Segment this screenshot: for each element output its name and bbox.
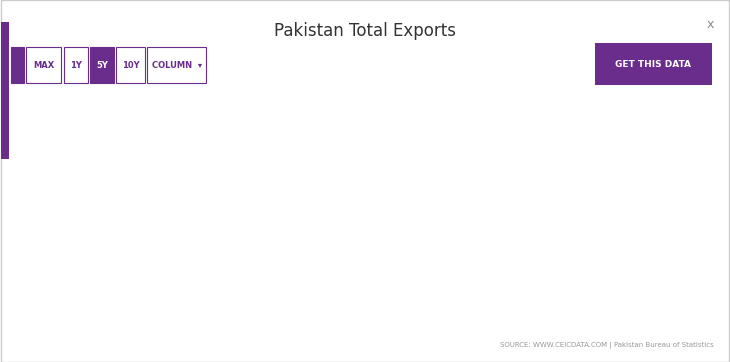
Bar: [382, 206, 391, 362]
Text: 1Y: 1Y: [69, 61, 82, 70]
Bar: [442, 188, 452, 362]
Bar: [285, 262, 294, 362]
Bar: [297, 278, 307, 362]
Bar: [346, 222, 355, 362]
Text: 5Y: 5Y: [96, 61, 108, 70]
Bar: [636, 186, 645, 362]
Bar: [310, 237, 318, 362]
Bar: [672, 226, 681, 362]
Bar: [188, 251, 198, 362]
Bar: [80, 171, 88, 362]
Bar: [455, 168, 464, 362]
Bar: [624, 179, 633, 362]
Text: 10Y: 10Y: [122, 61, 139, 70]
Bar: [128, 188, 137, 362]
Bar: [685, 182, 694, 362]
Bar: [261, 237, 270, 362]
Bar: [334, 215, 342, 362]
Bar: [575, 222, 585, 362]
Bar: [612, 150, 621, 362]
Bar: [225, 209, 234, 362]
Bar: [564, 240, 572, 362]
Bar: [237, 219, 246, 362]
Bar: [140, 177, 149, 362]
Bar: [358, 242, 367, 362]
Bar: [466, 166, 476, 362]
Bar: [491, 130, 500, 362]
Bar: [92, 168, 101, 362]
Bar: [164, 171, 173, 362]
Text: MAX: MAX: [33, 61, 55, 70]
Bar: [201, 222, 210, 362]
Text: GET THIS DATA: GET THIS DATA: [615, 60, 691, 69]
Bar: [152, 164, 161, 362]
Bar: [406, 244, 415, 362]
Bar: [177, 202, 185, 362]
Text: COLUMN  ▾: COLUMN ▾: [152, 61, 201, 70]
Bar: [116, 146, 125, 362]
Text: Pakistan Total Exports: Pakistan Total Exports: [274, 22, 456, 40]
Text: x: x: [707, 18, 714, 31]
Bar: [600, 144, 609, 362]
Bar: [551, 188, 561, 362]
Bar: [370, 204, 379, 362]
Bar: [696, 190, 706, 362]
Bar: [273, 240, 283, 362]
Bar: [539, 157, 548, 362]
Bar: [479, 101, 488, 362]
Bar: [394, 182, 403, 362]
Legend: Total Exports: USD mn: Monthly: Pakistan: Total Exports: USD mn: Monthly: Pakistan: [181, 343, 436, 362]
Bar: [104, 128, 113, 362]
Bar: [503, 188, 512, 362]
Bar: [431, 235, 439, 362]
Bar: [660, 137, 669, 362]
Bar: [648, 139, 657, 362]
Bar: [212, 213, 222, 362]
Bar: [67, 121, 77, 362]
Bar: [418, 244, 427, 362]
Bar: [527, 182, 537, 362]
Bar: [588, 179, 596, 362]
Bar: [321, 235, 331, 362]
Bar: [249, 224, 258, 362]
Bar: [515, 184, 524, 362]
Text: SOURCE: WWW.CEICDATA.COM | Pakistan Bureau of Statistics: SOURCE: WWW.CEICDATA.COM | Pakistan Bure…: [500, 342, 714, 349]
